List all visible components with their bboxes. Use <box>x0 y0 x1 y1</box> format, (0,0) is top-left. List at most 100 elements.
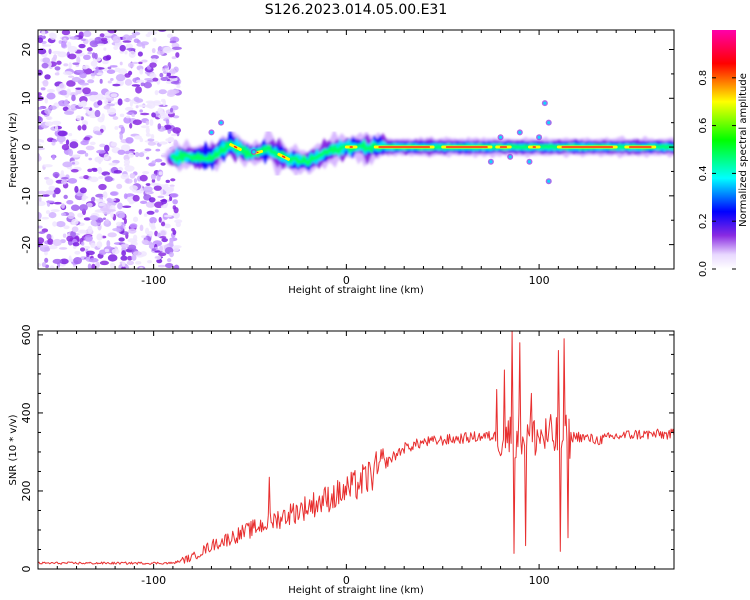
noise-blob <box>77 212 84 218</box>
noise-blob <box>160 204 168 209</box>
spectrogram-y-tick-label: 10 <box>20 91 33 105</box>
noise-blob <box>59 258 69 265</box>
noise-blob <box>54 125 59 132</box>
noise-blob <box>61 30 71 36</box>
noise-blob <box>145 104 153 108</box>
noise-blob <box>78 43 86 49</box>
noise-blob <box>140 125 150 129</box>
noise-blob <box>83 136 91 141</box>
noise-blob <box>61 143 70 151</box>
snr-y-tick-label: 200 <box>20 480 33 501</box>
noise-blob <box>99 78 103 84</box>
noise-blob <box>107 254 118 262</box>
noise-blob <box>82 87 91 95</box>
noise-blob <box>124 165 135 172</box>
noise-blob <box>58 83 65 89</box>
noise-blob <box>124 106 134 112</box>
noise-blob <box>64 99 69 107</box>
noise-blob <box>120 173 130 180</box>
noise-blob <box>44 257 49 263</box>
noise-blob <box>154 255 162 260</box>
snr-y-label: SNR (10 * v/v) <box>8 414 19 485</box>
snr-y-tick-label: 0 <box>20 566 33 573</box>
snr-frame <box>37 330 675 570</box>
noise-blob <box>98 202 105 207</box>
noise-blob <box>151 47 156 54</box>
noise-blob <box>46 233 52 240</box>
noise-blob <box>174 219 183 224</box>
noise-blob <box>38 237 45 244</box>
noise-blob <box>38 225 43 229</box>
noise-blob <box>96 72 104 76</box>
colorbar-gradient <box>712 30 736 269</box>
noise-blob <box>169 251 174 258</box>
noise-blob <box>157 264 166 268</box>
noise-blob <box>89 215 99 221</box>
noise-blob <box>44 250 48 256</box>
noise-blob <box>87 168 93 173</box>
noise-blob <box>121 261 126 267</box>
snr-panel: -100 0 100 0 200 400 600 Height of straight li… <box>8 324 675 596</box>
noise-blob <box>157 195 165 199</box>
noise-blob <box>129 223 138 229</box>
noise-blob <box>139 137 144 143</box>
noise-blob <box>38 143 42 146</box>
noise-blob <box>127 244 137 251</box>
noise-blob <box>98 183 107 191</box>
noise-blob <box>85 145 95 151</box>
snr-y-tick-label: 600 <box>20 324 33 345</box>
noise-blob <box>148 230 154 237</box>
noise-blob <box>79 82 90 86</box>
noise-blob <box>119 44 126 52</box>
noise-blob <box>106 69 116 74</box>
noise-blob <box>106 240 111 248</box>
noise-blob <box>41 62 49 69</box>
noise-blob <box>153 185 162 191</box>
noise-blob <box>160 76 169 81</box>
noise-blob <box>154 90 159 96</box>
noise-blob <box>138 61 143 65</box>
noise-blob <box>44 108 52 115</box>
noise-blob <box>113 45 119 51</box>
noise-blob <box>131 254 137 261</box>
noise-blob <box>147 138 155 142</box>
noise-blob <box>103 153 110 161</box>
noise-blob <box>102 217 106 220</box>
snr-x-tick-label: -100 <box>141 574 166 587</box>
noise-blob <box>129 99 133 107</box>
noise-blob <box>164 263 174 269</box>
spectrogram-x-tick-label: 0 <box>343 274 350 287</box>
noise-blob <box>113 170 122 174</box>
noise-blob <box>147 31 158 35</box>
noise-blob <box>42 57 51 64</box>
noise-blob <box>48 244 58 250</box>
noise-blob <box>99 143 106 148</box>
noise-blob <box>144 148 152 152</box>
noise-blob <box>84 152 89 157</box>
noise-blob <box>142 186 153 193</box>
spectrogram-y-tick-label: -20 <box>20 236 33 254</box>
noise-blob <box>71 154 81 158</box>
noise-blob <box>140 82 145 87</box>
noise-blob <box>94 156 104 163</box>
noise-blob <box>89 176 99 183</box>
noise-blob <box>167 128 172 134</box>
noise-blob <box>99 260 109 266</box>
noise-blob <box>160 98 166 103</box>
noise-blob <box>119 132 123 141</box>
noise-blob <box>117 202 123 210</box>
noise-blob <box>142 171 150 175</box>
noise-blob <box>70 230 76 238</box>
noise-blob <box>97 100 103 106</box>
noise-blob <box>146 80 154 83</box>
noise-blob <box>100 37 108 42</box>
snr-axes: -100 0 100 0 200 400 600 <box>20 324 675 587</box>
noise-blob <box>151 248 156 252</box>
noise-blob <box>48 185 56 191</box>
noise-blob <box>71 94 76 102</box>
noise-blob <box>96 233 103 241</box>
noise-blob <box>143 81 152 89</box>
noise-blob <box>44 74 51 80</box>
noise-blob <box>102 59 109 65</box>
noise-blob <box>150 54 159 60</box>
